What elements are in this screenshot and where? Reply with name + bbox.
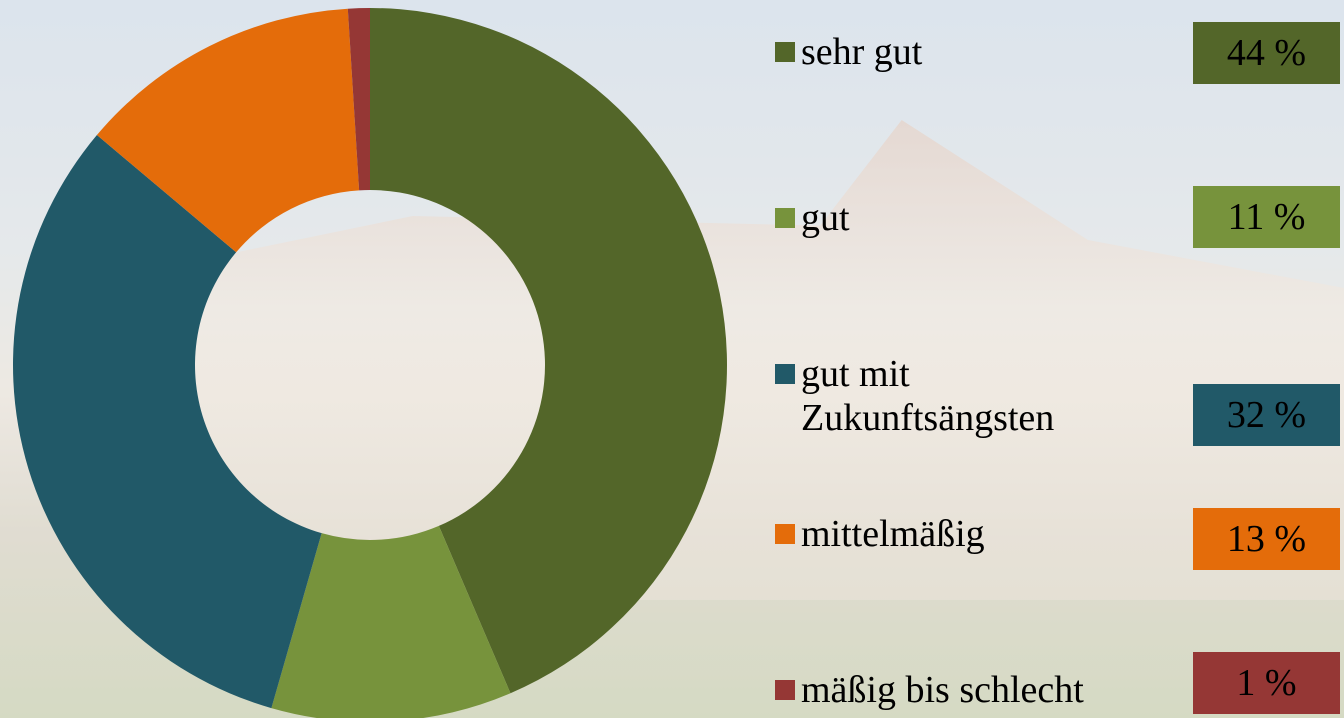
legend-label: gut: [801, 197, 850, 239]
legend-swatch: [775, 42, 795, 62]
legend-item: gut mit Zukunftsängsten: [775, 352, 1171, 440]
value-box: 44 %: [1193, 22, 1340, 84]
legend-swatch: [775, 364, 795, 384]
legend-label: gut mit Zukunftsängsten: [801, 353, 1055, 439]
donut-segment: [96, 8, 360, 253]
legend-item: sehr gut: [775, 30, 1171, 74]
value-box: 1 %: [1193, 652, 1340, 714]
legend-swatch: [775, 680, 795, 700]
value-box: 32 %: [1193, 384, 1340, 446]
legend-item: gut: [775, 196, 1171, 240]
value-box: 11 %: [1193, 186, 1340, 248]
value-box: 13 %: [1193, 508, 1340, 570]
donut-chart: [12, 8, 728, 718]
donut-segment: [347, 8, 370, 191]
legend-swatch: [775, 524, 795, 544]
donut-segment: [271, 525, 511, 718]
legend-item: mäßig bis schlecht: [775, 668, 1171, 712]
legend-item: mittelmäßig: [775, 512, 1171, 556]
donut-segment: [12, 135, 322, 709]
legend-swatch: [775, 208, 795, 228]
legend-label: mittelmäßig: [801, 513, 985, 555]
legend-label: mäßig bis schlecht: [801, 669, 1084, 711]
legend-label: sehr gut: [801, 31, 923, 73]
donut-segment: [370, 8, 728, 694]
